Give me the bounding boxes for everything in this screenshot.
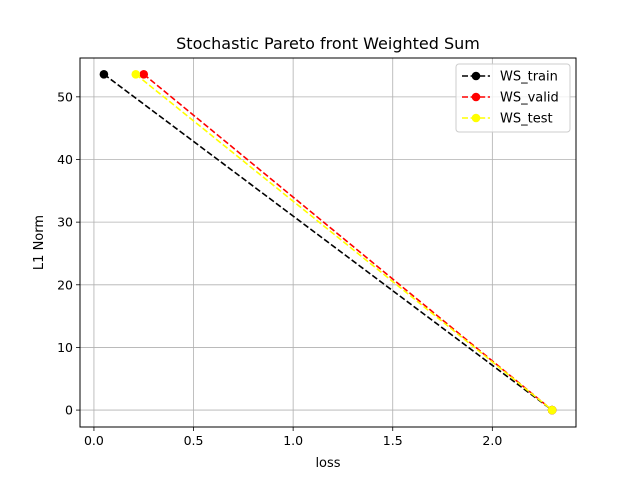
legend-marker: [471, 92, 481, 102]
legend-label: WS_train: [500, 70, 558, 85]
x-axis-label: loss: [315, 456, 340, 471]
series-line: [103, 73, 553, 411]
series-line: [143, 73, 553, 411]
y-axis-label: L1 Norm: [32, 215, 47, 270]
x-tick-label: 1.0: [283, 433, 303, 448]
legend: WS_train WS_valid WS_test: [455, 63, 571, 133]
y-tick-label: 30: [57, 215, 73, 230]
legend-item: WS_valid: [462, 91, 559, 106]
x-tick-label: 0.5: [184, 433, 204, 448]
data-point: [99, 69, 109, 79]
data-point: [131, 69, 141, 79]
y-tick-label: 40: [57, 152, 73, 167]
legend-label: WS_valid: [500, 91, 559, 106]
chart-title: Stochastic Pareto front Weighted Sum: [176, 34, 480, 53]
x-tick-label: 2.0: [482, 433, 502, 448]
x-tick-label: 0.0: [84, 433, 104, 448]
data-point: [547, 405, 557, 415]
series-layer: [99, 69, 557, 415]
legend-marker: [471, 113, 481, 123]
legend-item: WS_test: [462, 112, 553, 127]
x-tick-label: 1.5: [383, 433, 403, 448]
y-tick-label: 10: [57, 340, 73, 355]
ticks: 0.0 0.5 1.0 1.5 2.0 0 10 20 30 40 50: [57, 89, 502, 448]
legend-label: WS_test: [500, 112, 553, 127]
y-tick-label: 0: [65, 403, 73, 418]
legend-item: WS_train: [462, 70, 558, 85]
series-line: [135, 73, 553, 411]
y-tick-label: 50: [57, 89, 73, 104]
data-point: [139, 69, 149, 79]
y-tick-label: 20: [57, 277, 73, 292]
legend-marker: [471, 71, 481, 81]
legend-box: [455, 63, 571, 133]
plot-frame: [79, 57, 577, 428]
series-ws-test: [131, 69, 557, 415]
